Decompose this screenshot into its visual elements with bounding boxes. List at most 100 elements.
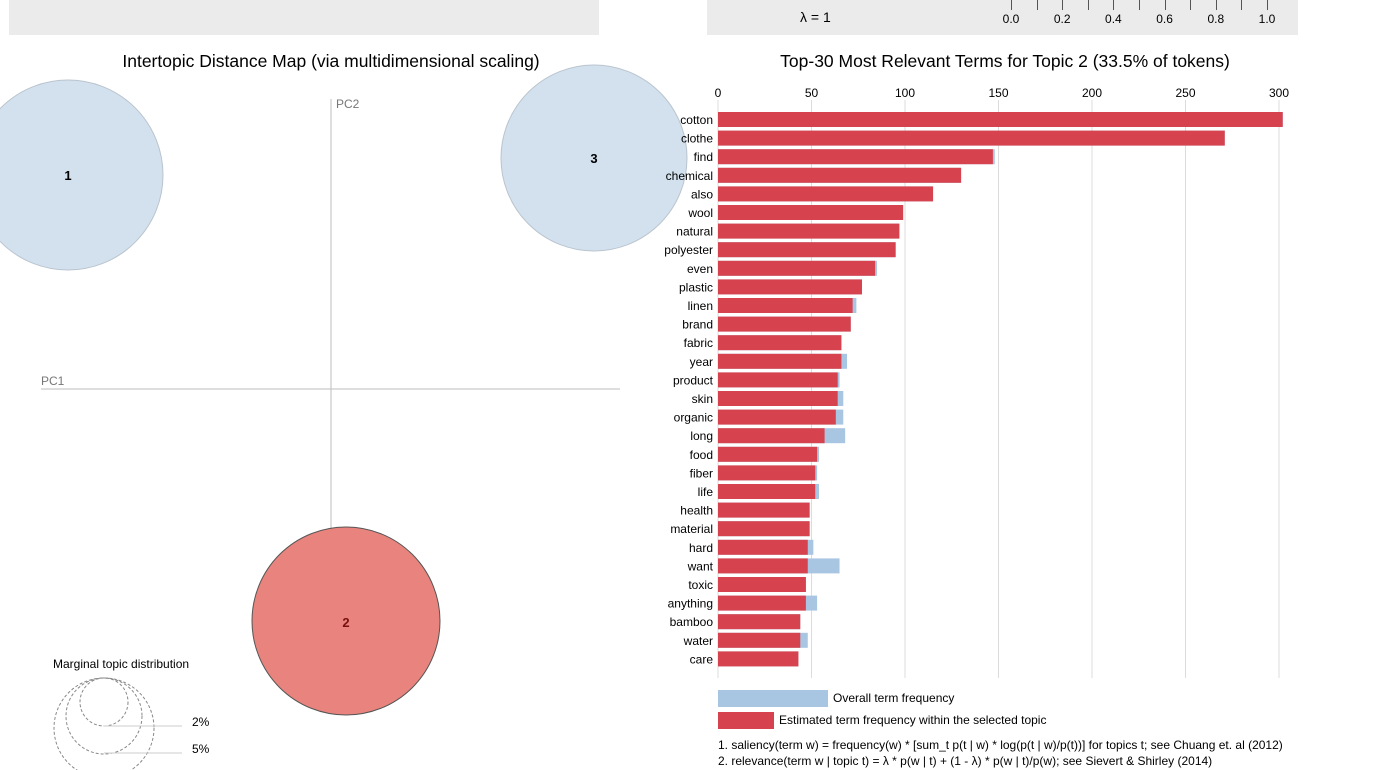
topic-frequency-bar	[718, 595, 806, 611]
lambda-slider-panel[interactable]	[707, 0, 1298, 35]
term-row[interactable]: toxic	[688, 577, 806, 592]
term-row[interactable]: year	[690, 353, 848, 369]
term-label: product	[673, 373, 714, 387]
term-label: natural	[676, 225, 713, 239]
term-row[interactable]: cotton	[680, 112, 1283, 127]
term-label: water	[683, 634, 713, 648]
topic-frequency-bar	[718, 539, 808, 555]
term-label: material	[670, 522, 713, 536]
x-tick-label: 200	[1082, 86, 1102, 100]
topic-frequency-bar	[718, 391, 838, 406]
topic-bubble-1[interactable]: 1	[0, 79, 164, 271]
term-label: skin	[692, 392, 713, 406]
slider-tick-mark	[1062, 0, 1064, 10]
x-tick-label: 100	[895, 86, 915, 100]
term-row[interactable]: brand	[682, 316, 851, 332]
term-row[interactable]: organic	[674, 409, 844, 425]
term-row[interactable]: long	[690, 428, 846, 444]
term-row[interactable]: natural	[676, 223, 900, 239]
term-row[interactable]: anything	[668, 595, 818, 611]
lambda-label: λ = 1	[800, 9, 831, 25]
x-tick-label: 50	[805, 86, 819, 100]
topic-frequency-bar	[718, 298, 853, 313]
term-row[interactable]: find	[694, 149, 995, 165]
term-row[interactable]: wool	[687, 205, 904, 220]
term-label: wool	[687, 206, 713, 220]
slider-tick-label: 1.0	[1258, 12, 1276, 26]
topic-bubble-label: 3	[590, 151, 597, 166]
term-row[interactable]: linen	[688, 298, 857, 313]
term-label: cotton	[680, 113, 713, 127]
term-frequency-bar-chart: 0 50 100 150 200 250 300 cotton clothe find chemic…	[664, 86, 1289, 678]
x-tick-label: 250	[1175, 86, 1195, 100]
x-tick-label: 300	[1269, 86, 1289, 100]
term-chart-title: Top-30 Most Relevant Terms for Topic 2 (…	[780, 51, 1230, 71]
term-row[interactable]: skin	[692, 391, 844, 406]
topic-frequency-bar	[718, 205, 904, 220]
term-row[interactable]: clothe	[681, 130, 1225, 146]
topic-frequency-bar	[718, 614, 801, 630]
term-row[interactable]: fiber	[690, 465, 818, 481]
term-row[interactable]: even	[687, 260, 877, 276]
topic-frequency-bar	[718, 577, 806, 592]
slider-tick-label: 0.6	[1156, 12, 1173, 26]
topic-frequency-bar	[718, 409, 836, 425]
topic-frequency-bar	[718, 242, 896, 258]
topic-frequency-bar	[718, 484, 816, 499]
term-label: plastic	[679, 280, 713, 294]
topic-bubble-3[interactable]: 3	[500, 64, 688, 252]
term-label: year	[690, 355, 713, 369]
term-row[interactable]: food	[690, 446, 819, 462]
term-row[interactable]: chemical	[666, 167, 962, 183]
term-row[interactable]: health	[680, 502, 810, 518]
term-row[interactable]: plastic	[679, 279, 862, 295]
slider-tick-label: 0.8	[1207, 12, 1225, 26]
term-label: also	[691, 187, 713, 201]
term-label: bamboo	[670, 615, 714, 629]
term-label: fiber	[690, 466, 713, 480]
topic-frequency-bar	[718, 279, 862, 295]
topic-frequency-bar	[718, 632, 801, 648]
term-row[interactable]: polyester	[664, 242, 896, 258]
term-label: want	[687, 559, 714, 573]
topic-frequency-bar	[718, 149, 993, 165]
intertopic-map-title: Intertopic Distance Map (via multidimens…	[122, 51, 540, 71]
topic-frequency-bar	[718, 428, 825, 444]
term-row[interactable]: care	[690, 651, 799, 667]
term-row[interactable]: bamboo	[670, 614, 801, 630]
legend-overall-label: Overall term frequency	[833, 691, 955, 705]
slider-tick-label: 0.4	[1105, 12, 1122, 26]
topic-frequency-bar	[718, 558, 808, 574]
term-label: life	[698, 485, 714, 499]
term-row[interactable]: also	[691, 186, 934, 202]
footnote-relevance: 2. relevance(term w | topic t) = λ * p(w…	[718, 754, 1213, 768]
term-label: anything	[668, 597, 713, 611]
slider-tick-mark	[1036, 0, 1038, 10]
term-label: brand	[682, 318, 713, 332]
term-label: polyester	[664, 243, 713, 257]
legend-estimated-label: Estimated term frequency within the sele…	[779, 713, 1047, 727]
topic-frequency-bar	[718, 260, 876, 276]
topic-frequency-bar	[718, 223, 900, 239]
term-row[interactable]: material	[670, 521, 810, 537]
slider-tick-mark	[1139, 0, 1140, 10]
footnote-saliency: 1. saliency(term w) = frequency(w) * [su…	[718, 738, 1283, 752]
slider-tick-mark	[1011, 0, 1012, 10]
term-row[interactable]: water	[683, 632, 808, 648]
legend-overall-swatch	[718, 690, 828, 707]
term-row[interactable]: fabric	[684, 335, 842, 351]
topic-frequency-bar	[718, 130, 1225, 146]
term-row[interactable]: product	[673, 372, 840, 388]
topic-frequency-bar	[718, 521, 810, 537]
topic-frequency-bar	[718, 446, 818, 462]
topic-bubble-label: 1	[64, 168, 71, 183]
term-row[interactable]: want	[687, 558, 840, 574]
term-label: organic	[674, 411, 713, 425]
topic-bubble-2[interactable]: 2	[251, 526, 441, 716]
term-row[interactable]: life	[698, 484, 819, 499]
term-label: care	[690, 652, 714, 666]
term-row[interactable]: hard	[689, 539, 814, 555]
topic-frequency-bar	[718, 502, 810, 518]
term-label: clothe	[681, 132, 713, 146]
legend-estimated-swatch	[718, 712, 774, 729]
